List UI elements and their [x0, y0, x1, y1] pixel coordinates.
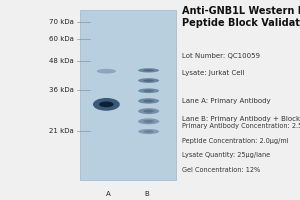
Ellipse shape: [138, 78, 159, 83]
Ellipse shape: [138, 68, 159, 72]
Text: B: B: [144, 191, 149, 197]
Ellipse shape: [143, 130, 154, 133]
Text: 36 kDa: 36 kDa: [49, 87, 74, 93]
Text: Lane B: Primary Antibody + Blocking Peptide: Lane B: Primary Antibody + Blocking Pept…: [182, 116, 300, 122]
Ellipse shape: [138, 98, 159, 104]
Ellipse shape: [143, 120, 154, 123]
Ellipse shape: [138, 118, 159, 124]
Text: Lysate: Jurkat Cell: Lysate: Jurkat Cell: [182, 70, 244, 76]
Text: 21 kDa: 21 kDa: [49, 128, 74, 134]
Ellipse shape: [99, 101, 114, 107]
Text: Lot Number: QC10059: Lot Number: QC10059: [182, 53, 260, 59]
Text: Lysate Quantity: 25μg/lane: Lysate Quantity: 25μg/lane: [182, 152, 270, 158]
Ellipse shape: [143, 100, 154, 102]
Text: 60 kDa: 60 kDa: [49, 36, 74, 42]
Text: 70 kDa: 70 kDa: [49, 19, 74, 25]
Text: Peptide Concentration: 2.0μg/ml: Peptide Concentration: 2.0μg/ml: [182, 138, 288, 144]
Text: 48 kDa: 48 kDa: [49, 58, 74, 64]
Bar: [80, 10, 176, 180]
Ellipse shape: [93, 98, 120, 111]
Ellipse shape: [138, 129, 159, 134]
Ellipse shape: [143, 79, 154, 82]
Text: Gel Concentration: 12%: Gel Concentration: 12%: [182, 167, 260, 173]
Text: Anti-GNB1L Western Blot &
Peptide Block Validation: Anti-GNB1L Western Blot & Peptide Block …: [182, 6, 300, 28]
Ellipse shape: [97, 69, 116, 74]
Ellipse shape: [138, 88, 159, 93]
Ellipse shape: [143, 90, 154, 92]
Ellipse shape: [138, 108, 159, 114]
Ellipse shape: [143, 69, 154, 71]
Text: Lane A: Primary Antibody: Lane A: Primary Antibody: [182, 98, 270, 104]
Ellipse shape: [143, 110, 154, 113]
Text: Primary Antibody Concentration: 2.5μg/ml: Primary Antibody Concentration: 2.5μg/ml: [182, 123, 300, 129]
Text: A: A: [106, 191, 111, 197]
